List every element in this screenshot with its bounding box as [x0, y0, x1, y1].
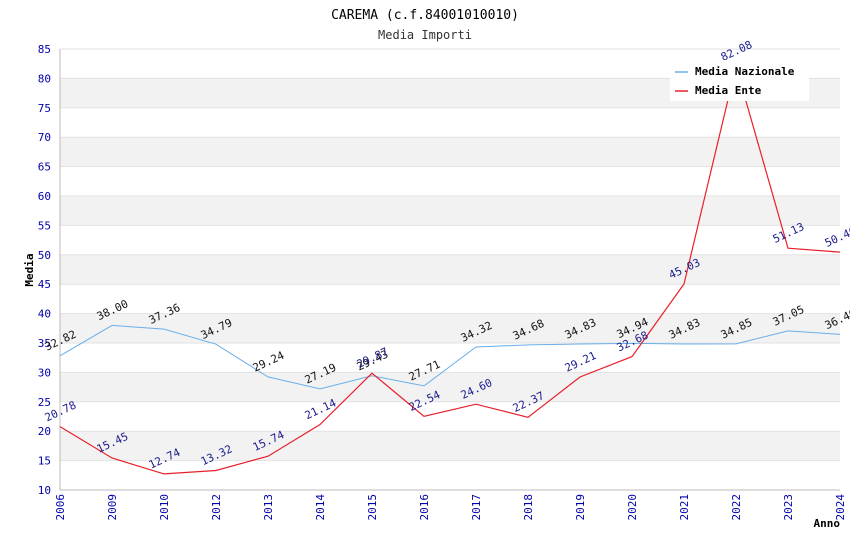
data-label-media-nazionale: 29.24 [251, 349, 287, 375]
x-tick-label: 2022 [730, 494, 743, 521]
y-tick-label: 40 [38, 308, 51, 321]
x-tick-label: 2013 [262, 494, 275, 521]
x-tick-label: 2021 [678, 494, 691, 521]
x-axis-ticks: 2006 2009 2010 2012 2013 2014 2015 2016 2017 2018… [54, 494, 847, 521]
x-tick-label: 2023 [782, 494, 795, 521]
x-tick-label: 2016 [418, 494, 431, 521]
y-axis-label: Media [23, 253, 36, 286]
y-tick-label: 60 [38, 190, 51, 203]
y-tick-label: 25 [38, 396, 51, 409]
series-line-media-ente [59, 63, 841, 475]
x-tick-label: 2018 [522, 494, 535, 521]
gridlines [59, 48, 840, 491]
grid-band [60, 313, 840, 343]
x-tick-label: 2017 [470, 494, 483, 521]
legend-box [670, 60, 809, 101]
data-label-media-ente: 50.46 [823, 224, 850, 250]
y-tick-label: 70 [38, 131, 51, 144]
y-tick-label: 75 [38, 102, 51, 115]
x-tick-label: 2010 [158, 494, 171, 521]
grid-band [60, 372, 840, 402]
legend-label-media-ente: Media Ente [695, 84, 762, 97]
x-axis-label: Anno [814, 517, 841, 530]
y-tick-label: 15 [38, 455, 51, 468]
grid-band [60, 431, 840, 461]
grid-band [60, 137, 840, 167]
x-tick-label: 2020 [626, 494, 639, 521]
x-tick-label: 2015 [366, 494, 379, 521]
y-tick-label: 80 [38, 72, 51, 85]
y-tick-label: 65 [38, 161, 51, 174]
x-tick-label: 2009 [106, 494, 119, 521]
chart-subtitle: Media Importi [378, 28, 472, 42]
grid-band [60, 254, 840, 285]
chart-title: CAREMA (c.f.84001010010) [331, 8, 519, 23]
y-tick-label: 30 [38, 366, 51, 379]
x-tick-label: 2024 [834, 494, 847, 521]
x-tick-label: 2019 [574, 494, 587, 521]
y-tick-label: 45 [38, 278, 51, 291]
x-tick-label: 2014 [314, 494, 327, 521]
y-tick-label: 50 [38, 249, 51, 262]
y-axis-ticks: 10 15 20 25 30 35 40 45 50 55 60 65 70 75 80 85 [38, 43, 51, 497]
legend-label-media-nazionale: Media Nazionale [695, 65, 795, 78]
y-tick-label: 85 [38, 43, 51, 56]
y-tick-label: 20 [38, 425, 51, 438]
y-tick-label: 55 [38, 219, 51, 232]
y-tick-label: 35 [38, 337, 51, 350]
series-line-media-nazionale [59, 324, 841, 390]
grid-bands [60, 78, 840, 461]
x-tick-label: 2012 [210, 494, 223, 521]
grid-band [60, 196, 840, 226]
data-label-media-ente: 29.21 [563, 349, 599, 375]
y-tick-label: 10 [38, 484, 51, 497]
x-tick-label: 2006 [54, 494, 67, 521]
legend: Media Nazionale Media Ente [670, 60, 809, 101]
data-label-media-nazionale: 36.46 [823, 306, 850, 332]
series-lines [59, 63, 841, 475]
